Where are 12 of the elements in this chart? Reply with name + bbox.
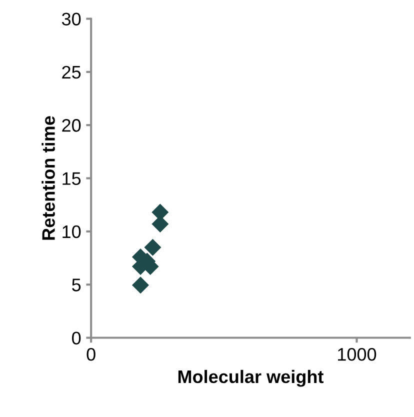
y-tick-label: 30 (62, 12, 81, 26)
y-tick-label: 20 (62, 119, 81, 132)
y-tick-label: 10 (62, 225, 81, 238)
x-tick-label: 1000 (338, 348, 376, 361)
y-tick-label: 5 (72, 278, 81, 292)
x-axis-title: Molecular weight (178, 370, 324, 387)
y-tick-label: 25 (62, 66, 81, 79)
point (144, 238, 162, 256)
point (132, 276, 149, 294)
y-tick-label: 0 (72, 332, 81, 344)
y-axis-title: Retention time (42, 116, 55, 240)
y-tick-label: 15 (62, 172, 81, 185)
